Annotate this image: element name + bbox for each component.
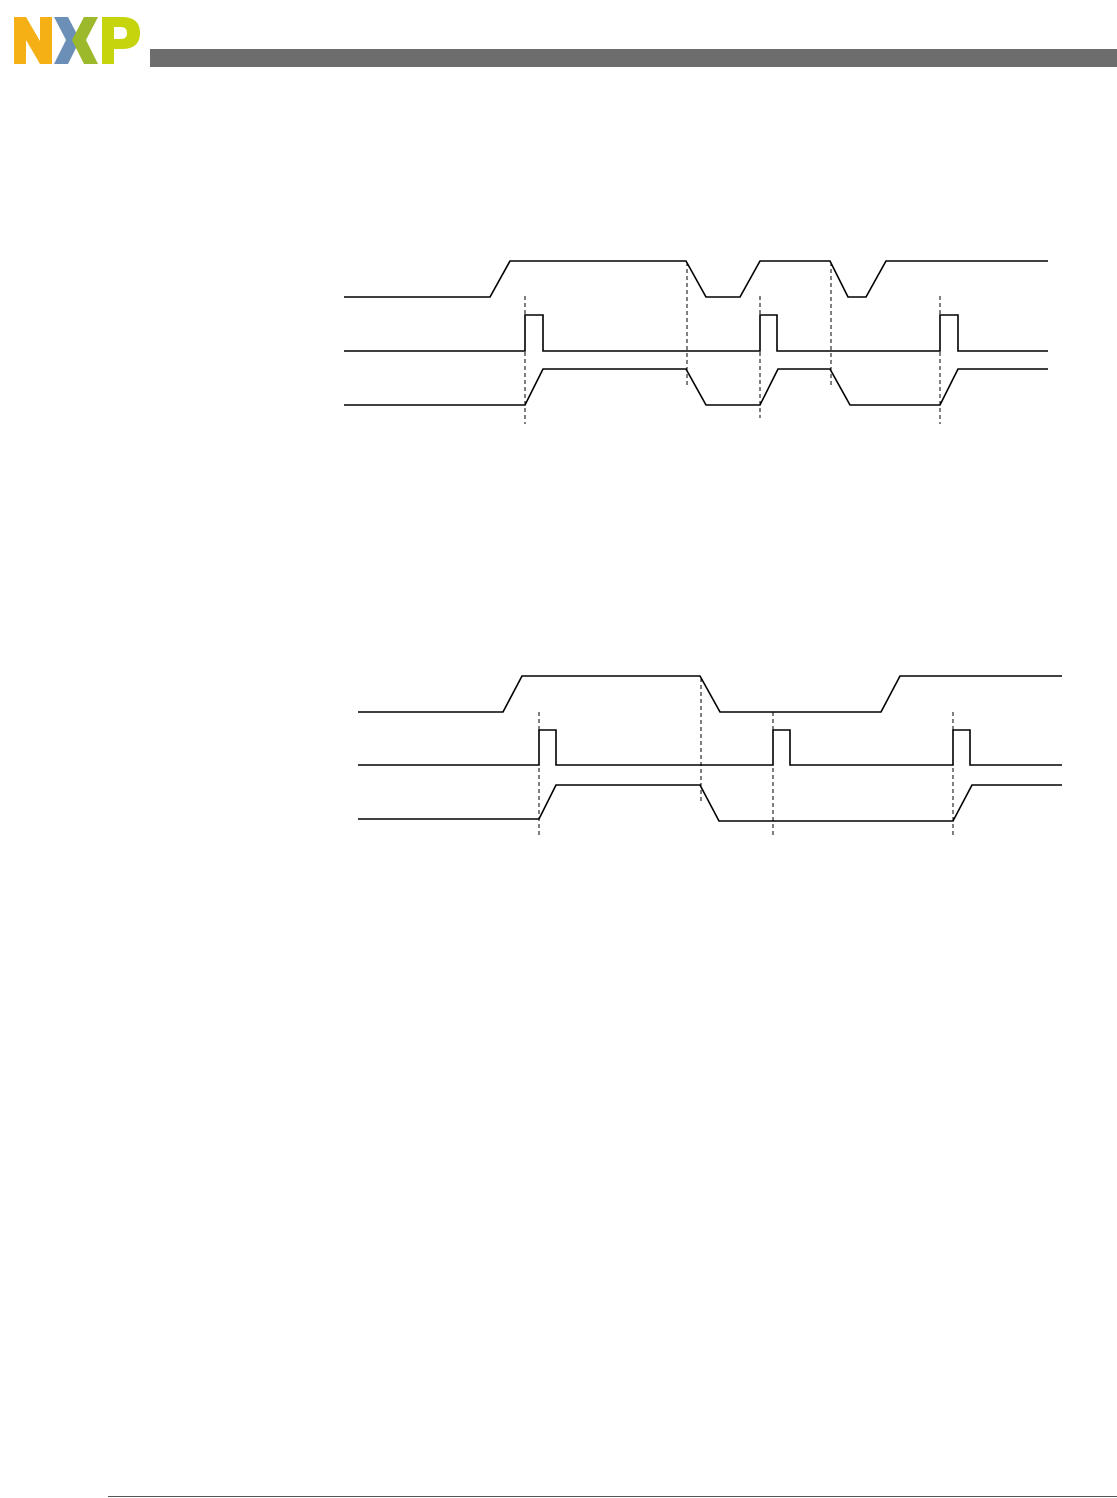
diagram-2-signal-2: [358, 729, 1062, 766]
diagram-1-signal-1: [344, 260, 1048, 298]
diagram-1-signal-2: [344, 314, 1048, 352]
logo-p-shape: [102, 17, 140, 64]
diagram-2-signal-1: [358, 675, 1062, 713]
logo-n-shape: [14, 17, 52, 64]
footer-line: [108, 1496, 1117, 1497]
timing-diagram-1: [344, 260, 1048, 424]
logo-x-left-shape: [54, 17, 80, 64]
timing-diagram-2: [358, 675, 1062, 838]
header-bar: [150, 49, 1117, 67]
nxp-logo-icon: [14, 17, 140, 64]
logo-x-right-shape: [72, 17, 98, 64]
diagram-2-signal-3: [358, 784, 1062, 822]
diagram-1-signal-3: [344, 368, 1048, 406]
